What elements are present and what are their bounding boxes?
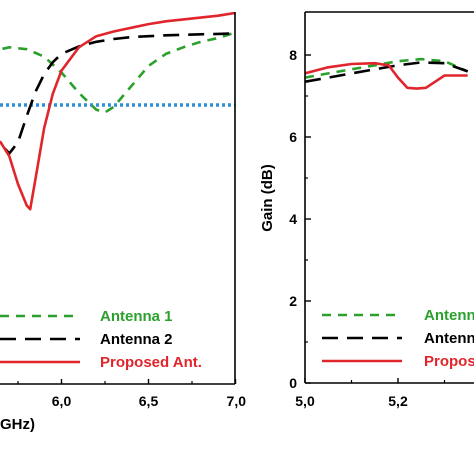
right-y-tick-label: 8	[289, 47, 297, 63]
left-legend-label-3: Proposed Ant.	[100, 354, 202, 371]
right-x-tick-label: 5,0	[295, 393, 315, 409]
right-series-line-2	[305, 61, 469, 83]
right-legend-label-3: Propos	[424, 353, 474, 370]
left-legend-label-1: Antenna 1	[100, 308, 173, 325]
right-y-tick-label: 0	[289, 375, 297, 391]
left-chart: 6,0 6,5 7,0 GHz) Antenna 1 Antenna 2 Proposed …	[0, 12, 246, 433]
right-y-tick-label: 2	[289, 293, 297, 309]
right-y-tick-label: 4	[289, 211, 297, 227]
left-x-tick-label: 7,0	[227, 393, 247, 409]
left-series-line-2	[0, 32, 235, 155]
right-legend-label-2: Antenn	[424, 330, 474, 347]
right-series-line-1	[305, 57, 469, 79]
right-chart: 0 2 4 6 8 5,0 5,2 Gain (dB) Antenn Antenn Propos	[259, 11, 474, 409]
left-legend-label-2: Antenna 2	[100, 331, 173, 348]
left-series-line-1	[0, 31, 235, 114]
left-x-tick-label: 6,0	[52, 393, 72, 409]
left-series-line-3	[0, 12, 235, 211]
right-y-axis-label: Gain (dB)	[259, 164, 276, 232]
right-x-tick-label: 5,2	[388, 393, 408, 409]
right-legend-label-1: Antenn	[424, 307, 474, 324]
right-y-tick-label: 6	[289, 129, 297, 145]
left-x-axis-label: GHz)	[0, 416, 35, 433]
left-x-tick-label: 6,5	[139, 393, 159, 409]
right-series-line-3	[305, 61, 468, 90]
